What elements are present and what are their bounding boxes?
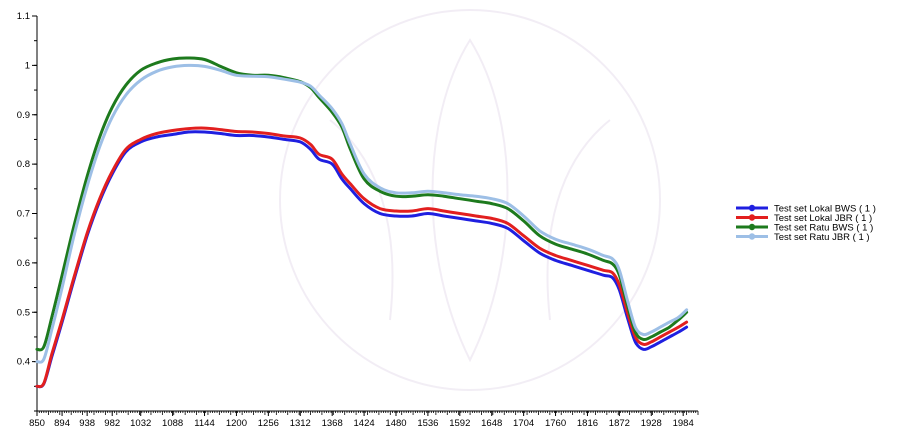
x-tick-label: 1368 [322, 418, 343, 429]
x-tick-label: 1480 [385, 418, 406, 429]
x-tick-label: 1872 [609, 418, 630, 429]
series-line-2 [35, 126, 689, 389]
legend-swatch-marker [748, 214, 756, 221]
x-tick-label: 1536 [417, 418, 438, 429]
series-line-4 [35, 63, 689, 364]
x-tick-label: 1816 [577, 418, 598, 429]
y-tick-label: 0.6 [17, 258, 30, 269]
y-tick-label: 0.8 [17, 159, 30, 170]
legend-label: Test set Ratu JBR ( 1 ) [774, 232, 870, 243]
x-tick-label: 1032 [130, 418, 151, 429]
series-line-1 [35, 130, 689, 389]
x-tick-label: 850 [29, 418, 45, 429]
x-tick-label: 1200 [226, 418, 247, 429]
x-tick-label: 1144 [194, 418, 214, 429]
plot-area: 0.4 0.5 0.6 0.7 0.8 0.9 1 1.1 850 894 938 982 1032 10… [17, 11, 699, 429]
legend-label: Test set Ratu BWS ( 1 ) [774, 222, 873, 233]
legend: Test set Lokal BWS ( 1 )Test set Lokal J… [736, 203, 876, 243]
x-tick-label: 1424 [354, 418, 375, 429]
legend-swatch-marker [748, 204, 756, 212]
legend-swatch-marker [748, 223, 756, 231]
legend-swatch-marker [748, 233, 756, 240]
x-tick-label: 894 [54, 418, 70, 429]
y-tick-label: 1.1 [17, 11, 30, 22]
y-tick-label: 0.5 [17, 307, 30, 318]
x-tick-label: 1984 [673, 418, 694, 429]
y-tick-label: 0.9 [17, 110, 30, 121]
x-tick-label: 1648 [481, 418, 502, 429]
y-tick-label: 0.7 [17, 209, 30, 220]
x-tick-label: 1928 [641, 418, 662, 429]
x-tick-label: 1256 [258, 418, 279, 429]
y-tick-label: 0.4 [17, 357, 30, 368]
x-tick-label: 1088 [162, 418, 183, 429]
x-tick-label: 982 [104, 418, 120, 429]
x-tick-label: 938 [79, 418, 95, 429]
legend-label: Test set Lokal JBR ( 1 ) [774, 213, 872, 224]
x-tick-label: 1592 [449, 418, 470, 429]
x-tick-label: 1312 [290, 418, 311, 429]
y-tick-label: 1 [25, 60, 30, 71]
series-line-3 [35, 56, 689, 352]
legend-label: Test set Lokal BWS ( 1 ) [774, 203, 876, 214]
x-tick-label: 1760 [545, 418, 566, 429]
x-tick-label: 1704 [513, 418, 534, 429]
